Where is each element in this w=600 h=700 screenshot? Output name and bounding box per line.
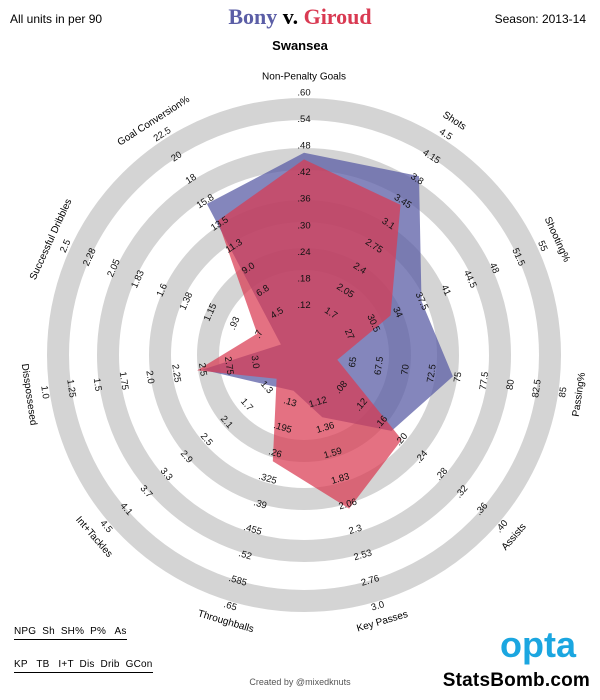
units-note: All units in per 90	[10, 12, 103, 26]
tick-label: 70	[399, 364, 411, 376]
tick-label: 2.76	[360, 573, 381, 589]
legend-abbrev-line-2: KP TB I+T Dis Drib GCon	[14, 659, 153, 673]
axis-label: Key Passes	[355, 609, 409, 634]
tick-label: 1.5	[91, 377, 104, 392]
tick-label: .93	[227, 315, 242, 332]
tick-label: 18	[184, 172, 199, 187]
radar-polygons	[197, 152, 453, 509]
title-player2: Giroud	[303, 4, 372, 29]
tick-label: .65	[222, 599, 238, 613]
tick-label: .54	[297, 114, 310, 125]
tick-label: .455	[242, 522, 263, 538]
tick-label: .325	[257, 471, 278, 487]
tick-label: .39	[252, 497, 268, 511]
tick-label: 1.36	[315, 420, 336, 436]
tick-label: .30	[297, 220, 310, 231]
tick-label: 2.0	[143, 370, 156, 385]
tick-label: 41	[438, 283, 452, 297]
tick-label: 1.7	[238, 396, 255, 413]
tick-label: 20	[169, 149, 184, 164]
season-label: Season: 2013-14	[494, 12, 586, 26]
tick-label: .12	[297, 300, 310, 311]
tick-label: 2.06	[337, 497, 358, 513]
tick-label: 48	[487, 261, 501, 275]
tick-label: 2.25	[169, 363, 183, 383]
tick-label: 1.6	[155, 282, 170, 299]
axis-label: Passing%	[571, 372, 588, 418]
tick-label: 82.5	[530, 379, 544, 399]
tick-label: 1.12	[308, 395, 329, 411]
tick-label: 2.53	[352, 548, 373, 564]
tick-label: .52	[237, 548, 253, 562]
tick-label: 77.5	[478, 371, 492, 391]
svg-text:opta: opta	[500, 624, 577, 665]
tick-label: 3.0	[248, 355, 261, 370]
tick-label: 1.59	[322, 446, 343, 462]
tick-label: .42	[297, 167, 310, 178]
radar-series-giroud	[197, 159, 402, 509]
tick-label: 27	[342, 327, 356, 341]
tick-label: 2.5	[58, 238, 73, 255]
tick-label: .195	[272, 420, 293, 436]
tick-label: .24	[297, 247, 310, 258]
tick-label: 55	[535, 239, 549, 253]
tick-label: 67.5	[373, 356, 387, 376]
title-player1: Bony	[228, 4, 278, 29]
tick-label: 1.83	[330, 471, 351, 487]
tick-label: 34	[390, 305, 404, 319]
brand-text: StatsBomb.com	[442, 670, 590, 691]
axis-label: Disspossesed	[19, 363, 39, 426]
tick-label: .585	[227, 573, 248, 589]
tick-label: 75	[452, 371, 464, 383]
tick-label: 2.75	[222, 356, 236, 376]
tick-label: 1.0	[38, 385, 51, 400]
tick-label: 65	[347, 356, 359, 368]
tick-label: .13	[282, 395, 298, 409]
tick-label: .60	[297, 88, 310, 99]
opta-logo: opta	[500, 624, 577, 665]
chart-title: Bony v. Giroud	[0, 4, 600, 30]
tick-label: 2.5	[196, 362, 209, 377]
tick-label: .26	[267, 446, 283, 460]
tick-label: .48	[297, 141, 310, 152]
tick-label: .18	[297, 273, 310, 284]
tick-label: .36	[297, 194, 310, 205]
radar-tick-labels: .12.18.24.30.36.42.48.54.601.72.052.42.7…	[38, 88, 569, 614]
axis-label: Non-Penalty Goals	[262, 72, 346, 83]
tick-label: 1.25	[64, 379, 78, 399]
title-separator: v.	[277, 4, 304, 29]
tick-label: 72.5	[425, 363, 439, 383]
tick-label: .7	[252, 329, 265, 341]
axis-label: Throughballs	[196, 608, 255, 635]
tick-label: 80	[505, 379, 517, 391]
tick-label: 2.3	[348, 523, 364, 537]
tick-label: 3.0	[370, 599, 386, 613]
chart-subtitle: Swansea	[272, 38, 328, 53]
legend-abbrev-line-1: NPG Sh SH% P% As	[14, 626, 127, 640]
tick-label: 1.75	[117, 371, 131, 391]
radar-ring	[47, 98, 561, 612]
tick-label: 85	[557, 386, 569, 398]
credit-text: Created by @mixedknuts	[249, 677, 351, 687]
